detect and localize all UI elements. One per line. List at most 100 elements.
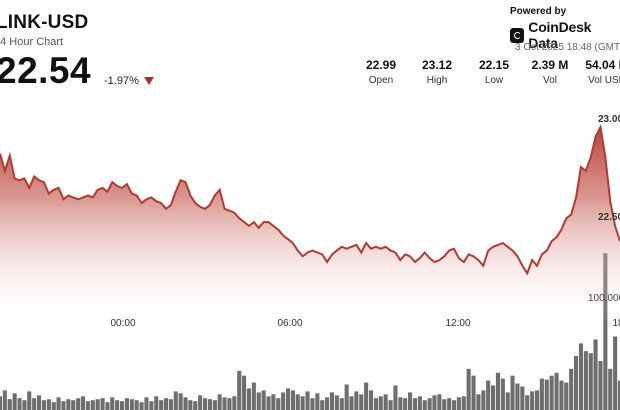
x-tick-label: 06:00 [277,318,302,329]
volume-bar [198,395,203,410]
volume-bar [495,372,500,410]
volume-bar [617,380,620,410]
volume-bar [149,401,154,410]
volume-bar [80,396,85,410]
brand-link[interactable]: CoinDesk Data [510,19,620,51]
volume-tick-label: 100,000 [588,293,620,304]
y-tick-label: 23.00 [598,114,620,125]
volume-bar [139,402,144,410]
volume-bar [271,394,276,410]
volume-bar [251,382,256,410]
volume-bar [398,397,403,410]
volume-bar [305,391,310,410]
volume-bar [408,392,413,410]
volume-bar [266,396,271,410]
chart-subtitle: 24 Hour Chart [0,36,64,48]
volume-bar [354,391,359,410]
volume-bar [46,399,51,410]
x-tick-label: 12:00 [445,318,470,329]
x-tick-label: 18 [612,318,620,329]
volume-bar [115,400,120,410]
volume-bar [456,397,461,410]
stat-label: High [426,75,448,86]
volume-bar [422,400,427,410]
volume-bar [129,399,134,410]
volume-bar [207,399,212,410]
volume-bar [193,401,198,410]
volume-bar [510,375,515,410]
volume-bar [417,396,422,410]
stat-label: Open [368,75,394,86]
stat-value: 2.39 M [531,58,569,72]
volume-bar [100,398,105,410]
volume-bar [491,385,496,410]
volume-bar [144,397,149,410]
volume-bar [329,392,334,410]
volume-bar [124,398,129,410]
stat-value: 54.04 M [585,58,620,72]
volume-bar [530,391,535,410]
volume-bar [339,398,344,410]
volume-bar [90,400,95,410]
volume-bar [364,382,369,410]
volume-bar [613,336,618,410]
price-change-percent: -1.97% [104,75,139,87]
down-arrow-icon [144,77,154,85]
volume-bar [359,394,364,410]
volume-bar [242,375,247,410]
volume-bar [261,390,266,410]
volume-bar [525,395,530,410]
volume-bar [427,398,432,410]
volume-bar [159,400,164,410]
volume-bar [476,394,481,410]
volume-bar [232,396,237,410]
volume-bar [12,393,17,410]
price-line [0,123,620,276]
volume-bar [378,396,383,410]
volume-bar [574,356,579,410]
volume-bar [110,397,115,410]
volume-bar [432,395,437,410]
volume-bar [300,396,305,410]
volume-bar [373,398,378,410]
volume-bar [154,396,159,410]
volume-bar [71,400,76,410]
stat-low: 22.15 Low [464,58,524,86]
volume-bar [544,379,549,410]
volume-bar [41,400,46,410]
volume-bar [349,396,354,410]
volume-bar [344,384,349,410]
volume-bar [539,378,544,410]
volume-bar [51,402,56,410]
volume-bar [61,401,66,410]
volume-bar [481,390,486,410]
volume-bar [447,398,452,410]
volume-bar [383,394,388,410]
pair-title: LINK-USD [0,12,89,33]
volume-bar [286,388,291,410]
volume-bar [37,395,42,410]
y-tick-label: 22.50 [598,212,620,223]
volume-bar [222,397,227,410]
volume-bar [256,392,261,410]
stat-value: 22.15 [478,58,510,72]
stat-label: Low [484,75,504,86]
volume-bar [471,375,476,410]
volume-bar [554,372,559,410]
volume-bar [237,370,242,410]
volume-bar [452,400,457,410]
volume-bar [17,398,22,410]
volume-bar [515,383,520,410]
volume-bar [188,400,193,410]
volume-bar [535,390,540,410]
x-tick-label: 00:00 [110,318,135,329]
volume-bar [608,368,613,410]
volume-bar [85,401,90,410]
stat-volume: 2.39 M Vol [520,58,580,86]
stat-high: 23.12 High [407,58,467,86]
volume-bar [32,398,37,410]
volume-bar [403,398,408,410]
powered-by-label: Powered by [510,6,567,17]
volume-bar [27,391,32,410]
